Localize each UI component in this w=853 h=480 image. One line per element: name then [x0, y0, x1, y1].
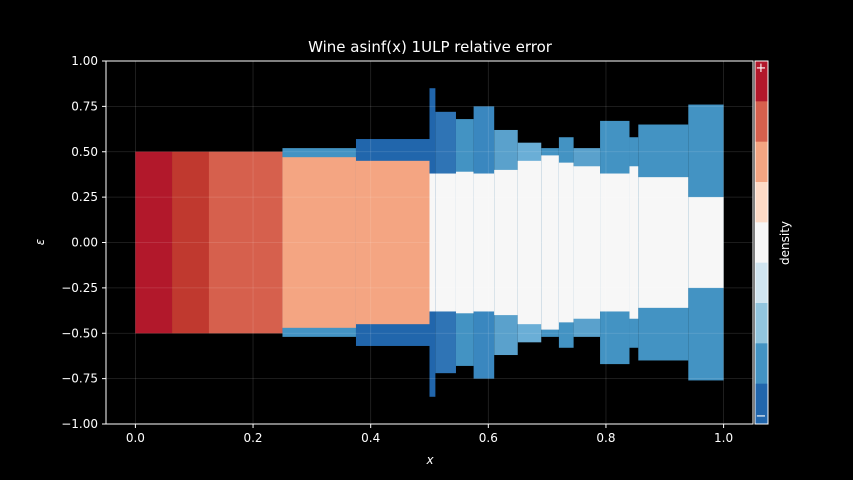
region-core-11: [541, 155, 559, 330]
region-core-17: [688, 197, 724, 288]
region-core-2: [208, 151, 283, 334]
region-core-3: [282, 157, 356, 328]
axes: 0.0 0.2 0.4 0.6 0.8 1.0 1.00 0.75 0.50 0.25 0.00 −0…: [61, 54, 754, 445]
colorbar-top-label: +: [756, 61, 767, 76]
colorbar-segment-5: [755, 262, 768, 304]
region-core-9: [494, 169, 518, 316]
colorbar-bottom-label: −: [756, 409, 767, 424]
region-core-8: [473, 173, 495, 312]
y-tick-label-5: −0.25: [61, 281, 98, 295]
region-core-12: [558, 162, 574, 323]
colorbar-segment-4: [755, 222, 768, 264]
x-tick-label-3: 0.6: [479, 431, 498, 445]
region-core-15: [629, 166, 639, 319]
x-tick-label-5: 1.0: [714, 431, 733, 445]
region-core-14: [600, 173, 630, 312]
x-axis-label: x: [425, 453, 434, 467]
y-tick-label-7: −0.75: [61, 372, 98, 386]
region-core-4: [355, 160, 430, 325]
x-tick-label-4: 0.8: [596, 431, 615, 445]
colorbar-segment-3: [755, 182, 768, 223]
colorbar-segment-6: [755, 303, 768, 344]
x-tick-label-0: 0.0: [126, 431, 145, 445]
region-core-10: [517, 160, 542, 325]
colorbar-label: density: [778, 221, 792, 265]
region-core-16: [638, 177, 689, 308]
region-core-6: [435, 173, 456, 312]
colorbar: [754, 60, 769, 425]
colorbar-segment-7: [755, 343, 768, 385]
y-tick-label-1: 0.75: [71, 99, 98, 113]
chart-title: Wine asinf(x) 1ULP relative error: [308, 38, 553, 56]
region-core-13: [573, 166, 601, 319]
colorbar-segment-8: [755, 383, 768, 425]
colorbar-frame: [754, 60, 769, 425]
region-core-0: [135, 151, 173, 334]
plot-area: [135, 88, 724, 397]
x-tick-label-1: 0.2: [243, 431, 262, 445]
y-tick-label-6: −0.50: [61, 326, 98, 340]
y-tick-label-3: 0.25: [71, 190, 98, 204]
colorbar-segment-0: [755, 61, 768, 102]
y-axis-label: ε: [33, 238, 47, 245]
colorbar-segment-2: [755, 141, 768, 183]
y-tick-label-4: 0.00: [71, 236, 98, 250]
y-tick-label-2: 0.50: [71, 145, 98, 159]
y-tick-label-0: 1.00: [71, 54, 98, 68]
region-core-7: [455, 171, 474, 314]
x-tick-label-2: 0.4: [361, 431, 380, 445]
colorbar-segment-1: [755, 101, 768, 143]
region-core-1: [172, 151, 209, 334]
y-tick-label-8: −1.00: [61, 417, 98, 431]
region-core-5: [429, 173, 436, 312]
